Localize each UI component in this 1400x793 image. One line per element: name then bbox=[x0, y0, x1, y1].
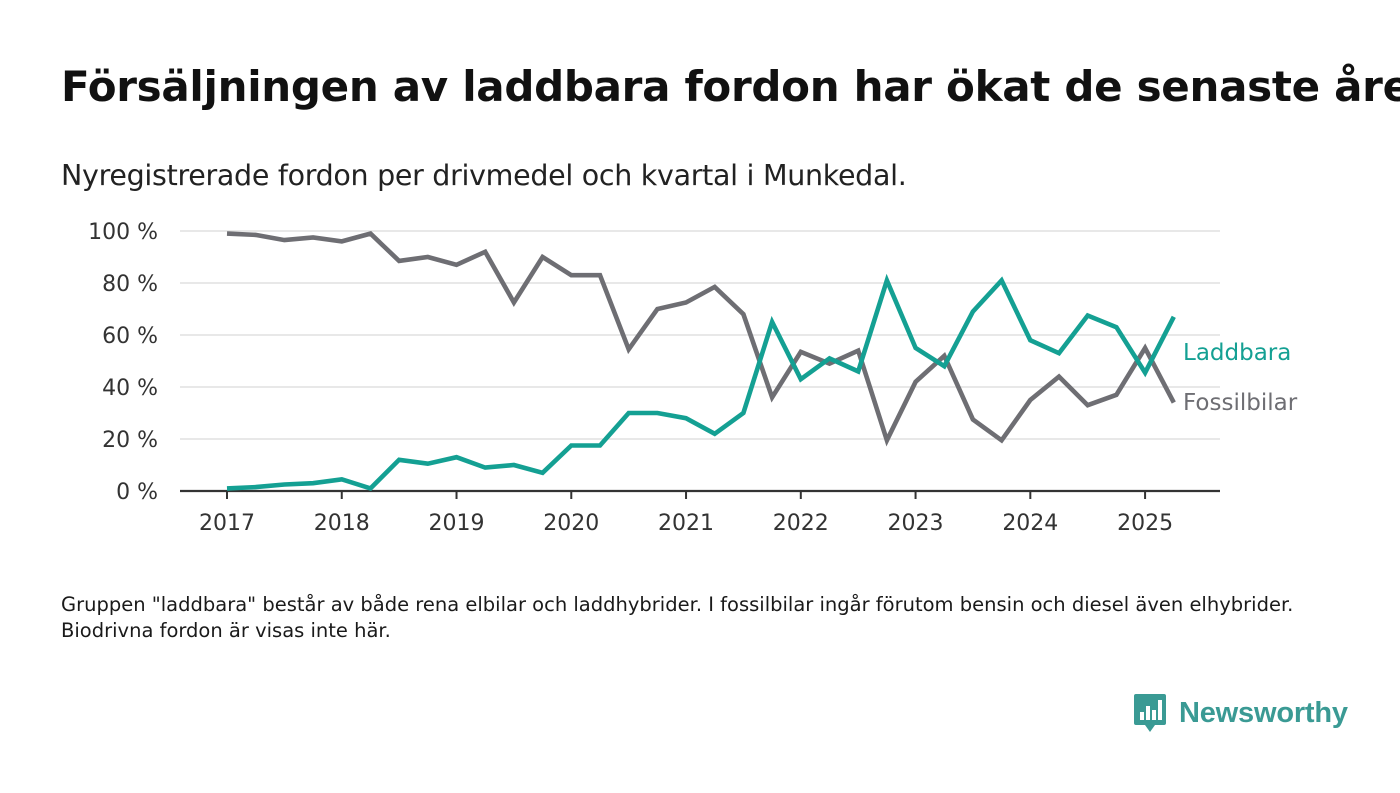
x-tick-label: 2019 bbox=[429, 511, 485, 536]
x-tick-label: 2025 bbox=[1117, 511, 1173, 536]
chart-subtitle: Nyregistrerade fordon per drivmedel och … bbox=[61, 159, 907, 192]
x-tick-label: 2024 bbox=[1002, 511, 1058, 536]
series-line-laddbara bbox=[226, 273, 1176, 492]
series-label-fossilbilar: Fossilbilar bbox=[1183, 390, 1298, 416]
series-points-fossilbilar bbox=[225, 231, 1176, 442]
series-points-laddbara bbox=[225, 278, 1176, 491]
y-tick-label: 80 % bbox=[102, 272, 158, 297]
bar-chart-speech-bubble-icon bbox=[1134, 694, 1166, 732]
chart-title: Försäljningen av laddbara fordon har öka… bbox=[61, 62, 1400, 111]
chart-footnote: Gruppen "laddbara" består av både rena e… bbox=[61, 593, 1294, 642]
logo-text: Newsworthy bbox=[1179, 696, 1348, 729]
y-tick-label: 0 % bbox=[116, 480, 158, 505]
x-tick-label: 2020 bbox=[543, 511, 599, 536]
y-tick-label: 60 % bbox=[102, 324, 158, 349]
x-tick-label: 2023 bbox=[888, 511, 944, 536]
y-tick-label: 100 % bbox=[88, 220, 158, 245]
series-line-fossilbilar bbox=[226, 231, 1176, 447]
x-tick-label: 2021 bbox=[658, 511, 714, 536]
y-tick-label: 20 % bbox=[102, 428, 158, 453]
series-label-laddbara: Laddbara bbox=[1183, 340, 1291, 366]
x-tick-label: 2018 bbox=[314, 511, 370, 536]
newsworthy-logo[interactable]: Newsworthy bbox=[1133, 692, 1348, 734]
x-tick-label: 2017 bbox=[199, 511, 255, 536]
x-tick-label: 2022 bbox=[773, 511, 829, 536]
y-tick-label: 40 % bbox=[102, 376, 158, 401]
